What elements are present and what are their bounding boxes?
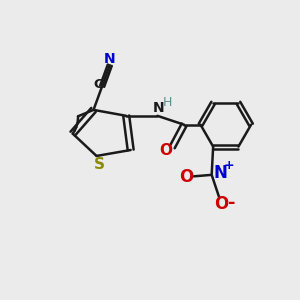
Text: O: O	[179, 168, 194, 186]
Text: H: H	[163, 96, 172, 109]
Text: O: O	[214, 195, 229, 213]
Text: N: N	[153, 101, 165, 116]
Text: N: N	[104, 52, 116, 66]
Text: O: O	[159, 143, 172, 158]
Text: -: -	[228, 194, 235, 212]
Text: +: +	[224, 159, 234, 172]
Text: C: C	[93, 78, 103, 91]
Text: N: N	[214, 164, 227, 182]
Text: S: S	[94, 157, 105, 172]
